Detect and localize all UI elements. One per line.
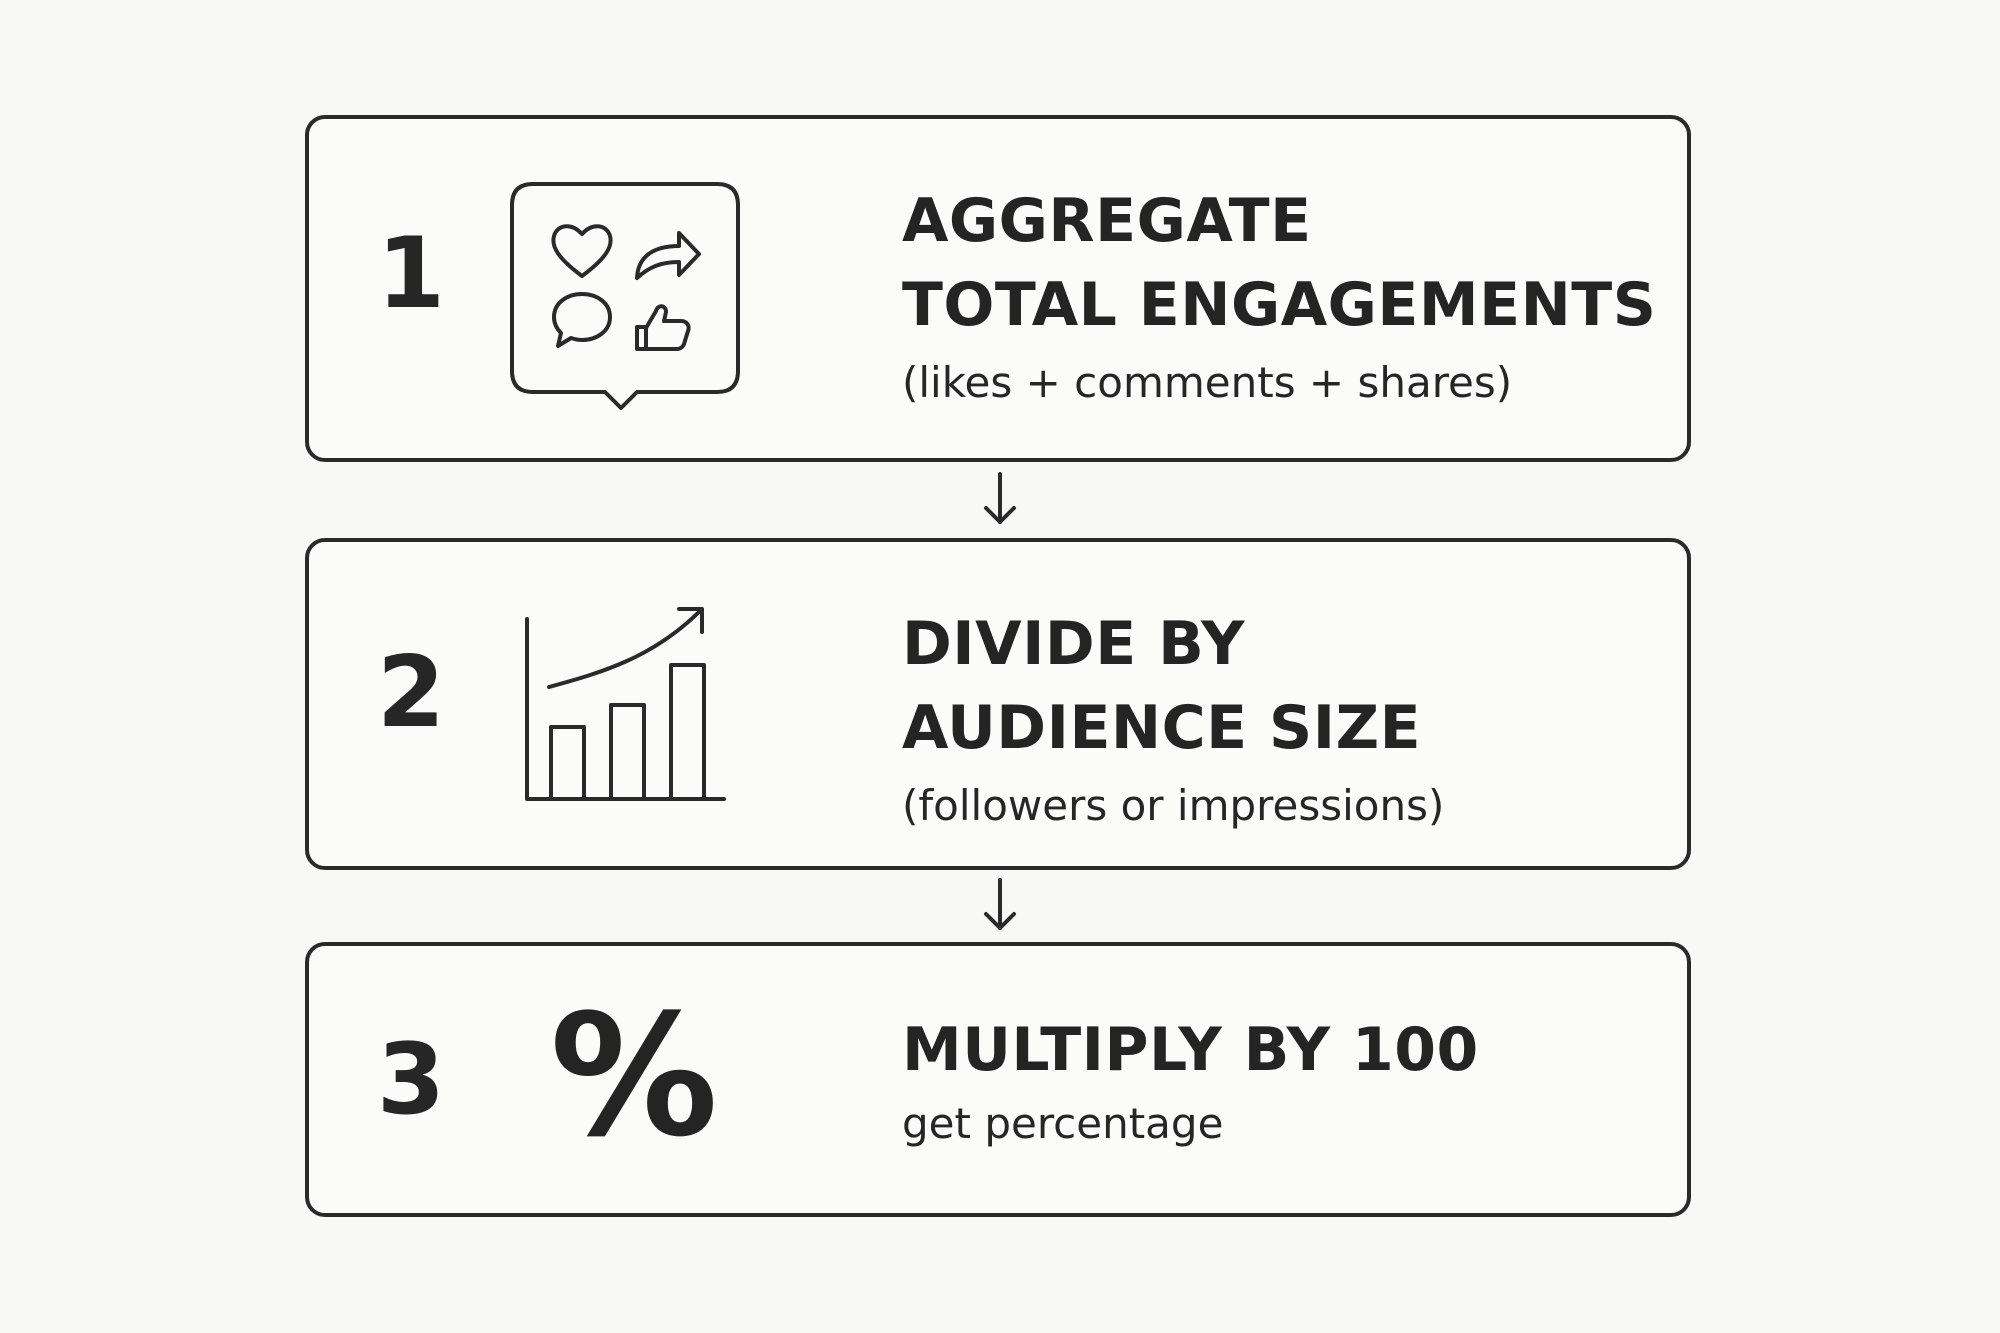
step-subtitle: (followers or impressions) [902,781,1445,830]
percent-icon: % [550,978,718,1174]
step-title-line: DIVIDE BY [902,609,1245,679]
step-subtitle: get percentage [902,1099,1224,1148]
step-subtitle: (likes + comments + shares) [902,358,1513,407]
step-aggregate-card: 1 AGGREGATE TOTAL ENGAGEMENTS (likes + c… [305,115,1691,462]
step-text: DIVIDE BY AUDIENCE SIZE (followers or im… [902,602,1667,836]
down-arrow-icon [980,470,1020,530]
step-title-line: AUDIENCE SIZE [902,693,1422,763]
step-divide-card: 2 DIVIDE BY AUDIENCE SIZE (followers or … [305,538,1691,870]
growth-bar-chart-icon [524,597,744,807]
step-number: 2 [376,636,446,750]
engagement-bubble-icon [509,181,741,413]
step-multiply-card: 3 % MULTIPLY BY 100 get percentage [305,942,1691,1217]
down-arrow-icon [980,876,1020,936]
step-text: MULTIPLY BY 100 get percentage [902,1008,1667,1154]
step-title-line: AGGREGATE [902,186,1312,256]
step-title-line: MULTIPLY BY 100 [902,1015,1479,1085]
step-number: 1 [376,217,446,331]
step-text: AGGREGATE TOTAL ENGAGEMENTS (likes + com… [902,179,1667,413]
step-title-line: TOTAL ENGAGEMENTS [902,270,1657,340]
percent-glyph: % [550,978,718,1174]
step-number: 3 [376,1023,446,1137]
